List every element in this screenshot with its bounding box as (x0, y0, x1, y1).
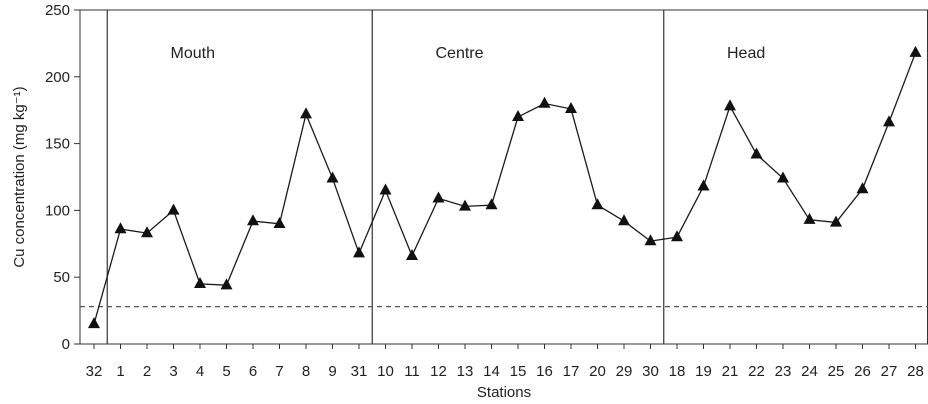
data-point-24 (803, 212, 816, 224)
x-tick-label-19: 20 (589, 363, 606, 380)
x-tick-label-12: 11 (404, 363, 420, 380)
y-tick-label-4: 200 (45, 69, 70, 86)
data-point-3 (167, 203, 180, 215)
data-point-2 (141, 226, 153, 238)
data-point-22 (750, 147, 763, 159)
data-point-1 (114, 222, 127, 234)
series-line-0 (93, 52, 917, 325)
x-tick-label-28: 25 (828, 363, 845, 380)
x-tick-label-18: 17 (563, 363, 580, 380)
data-point-10 (379, 183, 392, 195)
y-tick-label-0: 0 (62, 336, 70, 353)
data-point-20 (591, 198, 604, 210)
x-axis-title: Stations (477, 384, 531, 401)
x-tick-label-22: 18 (669, 363, 686, 380)
data-point-17 (565, 102, 577, 114)
x-tick-label-27: 24 (801, 363, 818, 380)
data-point-23 (777, 171, 789, 183)
data-point-5 (220, 278, 233, 290)
data-point-11 (406, 249, 418, 261)
data-point-26 (856, 182, 869, 194)
data-point-25 (830, 215, 842, 227)
data-point-30 (644, 234, 657, 246)
x-tick-label-23: 19 (695, 363, 712, 380)
x-tick-label-4: 4 (196, 363, 204, 380)
data-point-9 (326, 171, 339, 183)
x-tick-label-6: 6 (249, 363, 257, 380)
data-point-27 (883, 115, 895, 127)
data-point-4 (194, 277, 206, 289)
data-point-28 (909, 45, 922, 57)
data-point-29 (618, 214, 630, 226)
x-tick-label-25: 22 (748, 363, 765, 380)
x-tick-label-16: 15 (510, 363, 527, 380)
y-tick-label-5: 250 (45, 2, 70, 19)
data-point-18 (671, 230, 683, 242)
x-tick-label-31: 28 (907, 363, 924, 380)
x-tick-label-21: 30 (642, 363, 659, 380)
data-point-32 (88, 317, 100, 329)
x-tick-label-1: 1 (116, 363, 124, 380)
x-tick-label-20: 29 (616, 363, 633, 380)
data-point-14 (485, 198, 498, 210)
x-tick-label-13: 12 (430, 363, 447, 380)
x-tick-label-2: 2 (143, 363, 151, 380)
data-point-15 (512, 110, 524, 122)
x-tick-label-3: 3 (169, 363, 177, 380)
data-point-19 (697, 179, 710, 191)
data-point-8 (300, 107, 312, 119)
x-tick-label-26: 23 (775, 363, 792, 380)
y-tick-label-3: 150 (45, 136, 70, 153)
y-tick-label-1: 50 (53, 269, 70, 286)
x-tick-label-24: 21 (722, 363, 739, 380)
data-point-6 (247, 214, 259, 226)
x-tick-label-14: 13 (457, 363, 474, 380)
x-tick-label-11: 10 (377, 363, 394, 380)
data-point-21 (724, 99, 736, 111)
region-dividers: Mouth Centre Head (106, 10, 765, 344)
series-group (88, 45, 922, 329)
x-tick-label-0: 32 (86, 363, 103, 380)
region-label-mouth: Mouth (171, 45, 215, 62)
region-label-head: Head (727, 45, 765, 62)
region-label-centre: Centre (436, 45, 484, 62)
x-tick-label-17: 16 (536, 363, 553, 380)
x-tick-label-8: 8 (302, 363, 310, 380)
x-tick-label-30: 27 (881, 363, 898, 380)
x-tick-label-9: 9 (328, 363, 336, 380)
x-tick-label-10: 31 (351, 363, 368, 380)
x-tick-label-29: 26 (854, 363, 871, 380)
x-tick-label-7: 7 (275, 363, 283, 380)
data-point-12 (432, 191, 445, 203)
data-point-13 (459, 199, 471, 211)
data-point-7 (273, 216, 286, 228)
data-point-16 (538, 96, 551, 108)
y-tick-label-2: 100 (45, 202, 70, 219)
data-point-31 (353, 246, 365, 258)
x-tick-label-5: 5 (222, 363, 230, 380)
x-tick-label-15: 14 (483, 363, 500, 380)
y-axis-title: Cu concentration (mg kg⁻¹) (11, 86, 28, 267)
